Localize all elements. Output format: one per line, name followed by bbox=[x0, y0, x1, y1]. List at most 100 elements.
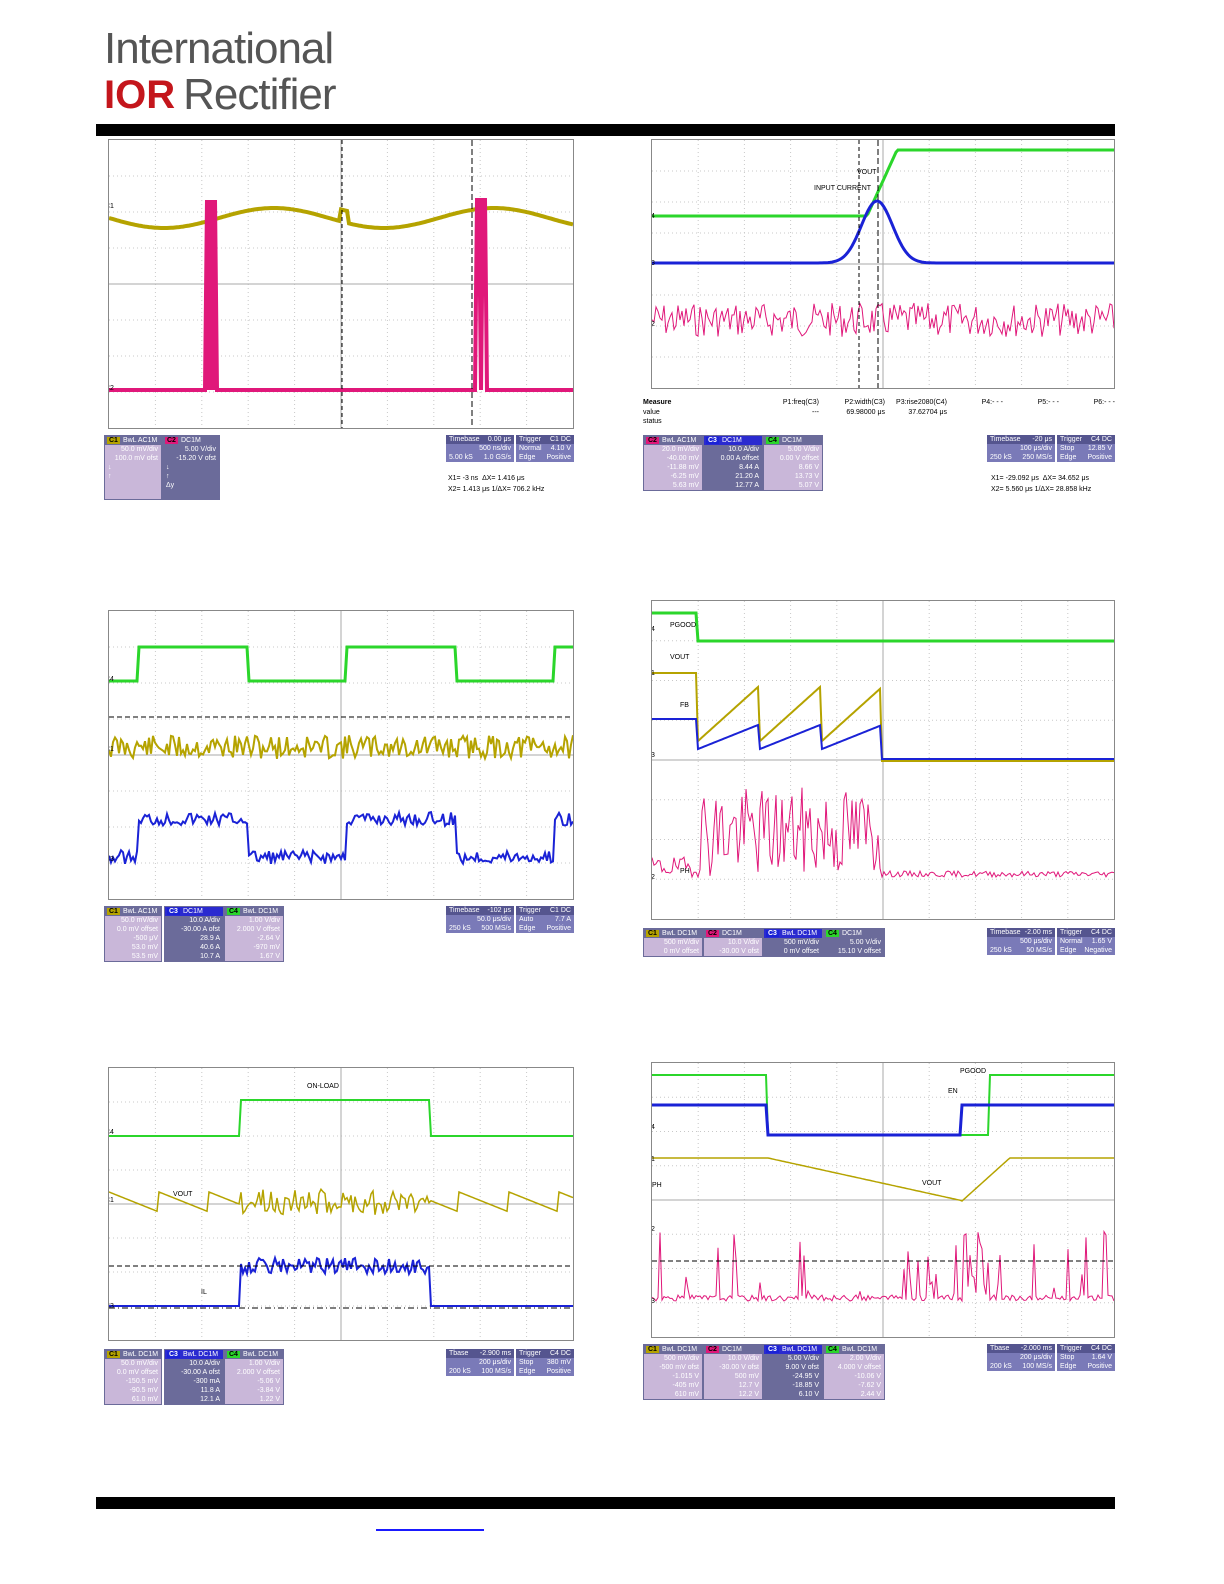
ch3-trace bbox=[652, 1103, 1114, 1137]
ch2-trace bbox=[652, 302, 1114, 338]
label-il: IL bbox=[201, 1289, 207, 1296]
scope-4-ch3-panel: C3 BwL DC1M 500 mV/div 0 mV offset bbox=[763, 928, 823, 957]
scope-2-plot: VOUT INPUT CURRENT C4 C3 C2 bbox=[652, 140, 1114, 388]
ch3-trace bbox=[109, 808, 573, 867]
scope-2-measure-table: Measure P1:freq(C3) P2:width(C3) P3:rise208… bbox=[643, 399, 1115, 425]
label-pgood: PGOOD bbox=[960, 1068, 986, 1075]
channel-marker: C4 bbox=[652, 1124, 655, 1131]
scope-6-trigger: Trigger C4 DC Stop 1.64 V Edge Positive bbox=[1057, 1344, 1115, 1371]
header-bar bbox=[96, 124, 1115, 136]
ch4-trace bbox=[109, 1099, 573, 1137]
label-ph: PH bbox=[652, 1182, 662, 1189]
scope-1-cursor-readout: X1= -3 ns ΔX= 1.416 μs X2= 1.413 μs 1/ΔX… bbox=[448, 475, 545, 493]
scope-3-timebase: Timebase -102 μs 50.0 μs/div 250 kS 500 M… bbox=[446, 906, 514, 933]
scope-5-ch1-panel: C1 BwL DC1M 50.0 mV/div 0.0 mV offset -150.… bbox=[104, 1349, 162, 1405]
ch1-trace bbox=[652, 672, 1114, 762]
logo-text-international: International bbox=[104, 24, 334, 73]
ch1-trace bbox=[109, 733, 573, 762]
scope-2-ch4-panel: C4 DC1M 5.00 V/div 0.00 V offset 8.66 V 13.7… bbox=[763, 435, 823, 491]
scope-1-plot: C1 C2 bbox=[109, 140, 573, 428]
footer-link[interactable] bbox=[376, 1529, 484, 1531]
channel-marker: C3 bbox=[109, 1303, 114, 1310]
scope-5-plot: ON-LOAD VOUT IL C4 C1 C3 bbox=[109, 1068, 573, 1340]
channel-marker: C3 bbox=[652, 260, 655, 267]
ch2-trace bbox=[652, 787, 1114, 879]
scope-3-ch4-panel: C4 BwL DC1M 1.00 V/div 2.000 V offset -2.64… bbox=[224, 906, 284, 962]
scope-1-ch1-panel: C1 BwL AC1M 50.0 mV/div 100.0 mV ofst ↓ ↑ bbox=[104, 435, 162, 500]
channel-marker: C1 bbox=[652, 1156, 655, 1163]
channel-marker: C4 bbox=[109, 1129, 114, 1136]
scope-2-ch2-panel: C2 BwL AC1M 20.0 mV/div -40.00 mV -11.88 mV… bbox=[643, 435, 703, 491]
scope-5-ch3-panel: C3 BwL DC1M 10.0 A/div -30.00 A ofst -300 m… bbox=[164, 1349, 224, 1405]
channel-marker: C2 bbox=[109, 385, 114, 392]
company-logo: International IOR Rectifier bbox=[104, 24, 337, 119]
channel-marker: C2 bbox=[652, 321, 655, 328]
ch4-trace bbox=[652, 611, 1114, 643]
channel-marker: C1 bbox=[109, 746, 114, 753]
ior-logo-mark: IOR bbox=[104, 73, 176, 117]
scope-2-ch3-panel: C3 DC1M 10.0 A/div 0.00 A offset 8.44 A 21.2… bbox=[703, 435, 763, 491]
ch4-trace bbox=[652, 148, 1114, 218]
scope-4-screen: PGOOD VOUT FB PH C4 C1 C3 C2 bbox=[651, 600, 1115, 920]
ch3-trace bbox=[652, 199, 1114, 265]
scope-3-plot: C4 C1 C3 bbox=[109, 611, 573, 899]
scope-4-ch4-panel: C4 DC1M 5.00 V/div 15.10 V offset bbox=[823, 928, 885, 957]
scope-1-ch2-panel: C2 DC1M 5.00 V/div -15.20 V ofst ↓ ↑ Δy bbox=[162, 435, 220, 500]
channel-marker: C3 bbox=[652, 1298, 655, 1305]
channel-marker: C1 bbox=[652, 670, 655, 677]
ch1-trace bbox=[652, 1157, 1114, 1202]
scope-5-timebase: Tbase -2.900 ms 200 μs/div 200 kS 100 MS/… bbox=[446, 1349, 514, 1376]
logo-text-rectifier: Rectifier bbox=[183, 70, 336, 119]
label-vout: VOUT bbox=[173, 1191, 193, 1198]
channel-marker: C1 bbox=[109, 203, 114, 210]
scope-3-trigger: Trigger C1 DC Auto 7.7 A Edge Positive bbox=[516, 906, 574, 933]
ch2-trace bbox=[109, 198, 573, 392]
scope-2-cursor-readout: X1= -29.092 μs ΔX= 34.652 μs X2= 5.560 μ… bbox=[991, 475, 1092, 493]
channel-marker: C4 bbox=[652, 213, 655, 220]
scope-4-ch2-panel: C2 DC1M 10.0 V/div -30.00 V ofst bbox=[703, 928, 763, 957]
label-fb: FB bbox=[680, 702, 689, 709]
footer-bar bbox=[96, 1497, 1115, 1509]
label-en: EN bbox=[948, 1088, 958, 1095]
scope-2-timebase: Timebase -20 μs 100 μs/div 250 kS 250 MS/… bbox=[987, 435, 1055, 462]
scope-4-trigger: Trigger C4 DC Normal 1.65 V Edge Negative bbox=[1057, 928, 1115, 955]
label-vout: VOUT bbox=[857, 169, 877, 176]
scope-2-trigger: Trigger C4 DC Stop 12.85 V Edge Positive bbox=[1057, 435, 1115, 462]
scope-5-trigger: Trigger C4 DC Stop 380 mV Edge Positive bbox=[516, 1349, 574, 1376]
scope-4-plot: PGOOD VOUT FB PH C4 C1 C3 C2 bbox=[652, 601, 1114, 919]
scope-4-ch1-panel: C1 BwL DC1M 500 mV/div 0 mV offset bbox=[643, 928, 703, 957]
scope-1-timebase: Timebase 0.00 μs 500 ns/div 5.00 kS 1.0 G… bbox=[446, 435, 514, 462]
scope-6-ch1-panel: C1 BwL DC1M 500 mV/div -500 mV ofst -1.015 … bbox=[643, 1344, 703, 1400]
scope-4-timebase: Timebase -2.00 ms 500 μs/div 250 kS 50 MS… bbox=[987, 928, 1055, 955]
scope-6-screen: PGOOD EN VOUT PH C4 C1 C2 C3 bbox=[651, 1062, 1115, 1338]
channel-marker: C4 bbox=[652, 626, 655, 633]
channel-marker: C3 bbox=[109, 856, 114, 863]
scope-5-ch4-panel: C4 BwL DC1M 1.00 V/div 2.000 V offset -5.06… bbox=[224, 1349, 284, 1405]
channel-marker: C4 bbox=[109, 676, 114, 683]
scope-6-ch3-panel: C3 BwL DC1M 5.00 V/div 9.00 V ofst -24.95 V… bbox=[763, 1344, 823, 1400]
label-vout: VOUT bbox=[922, 1180, 942, 1187]
scope-6-ch2-panel: C2 DC1M 10.0 V/div -30.00 V ofst 500 mV 12.7… bbox=[703, 1344, 763, 1400]
scope-1-screen: C1 C2 bbox=[108, 139, 574, 429]
channel-marker: C2 bbox=[652, 1226, 655, 1233]
scope-3-ch3-panel: C3 DC1M 10.0 A/div -30.00 A ofst 28.9 A 40.6… bbox=[164, 906, 224, 962]
scope-6-ch4-panel: C4 BwL DC1M 2.00 V/div 4.000 V offset -10.0… bbox=[823, 1344, 885, 1400]
label-pgood: PGOOD bbox=[670, 622, 696, 629]
ch3-trace bbox=[109, 1254, 573, 1307]
channel-marker: C2 bbox=[652, 874, 655, 881]
channel-marker: C1 bbox=[109, 1197, 114, 1204]
scope-6-timebase: Tbase -2.000 ms 200 μs/div 200 kS 100 MS/… bbox=[987, 1344, 1055, 1371]
ch1-trace bbox=[109, 206, 573, 230]
scope-6-plot: PGOOD EN VOUT PH C4 C1 C2 C3 bbox=[652, 1063, 1114, 1337]
channel-marker: C3 bbox=[652, 752, 655, 759]
ch3-trace bbox=[652, 718, 1114, 760]
scope-3-screen: C4 C1 C3 bbox=[108, 610, 574, 900]
label-on-load: ON-LOAD bbox=[307, 1083, 339, 1090]
label-input-current: INPUT CURRENT bbox=[814, 185, 872, 192]
scope-3-ch1-panel: C1 BwL AC1M 50.0 mV/div 0.0 mV offset -500 … bbox=[104, 906, 162, 962]
scope-1-trigger: Trigger C1 DC Normal 4.10 V Edge Positive bbox=[516, 435, 574, 462]
label-ph: PH bbox=[680, 868, 690, 875]
scope-5-screen: ON-LOAD VOUT IL C4 C1 C3 bbox=[108, 1067, 574, 1341]
label-vout: VOUT bbox=[670, 654, 690, 661]
scope-2-screen: VOUT INPUT CURRENT C4 C3 C2 bbox=[651, 139, 1115, 389]
